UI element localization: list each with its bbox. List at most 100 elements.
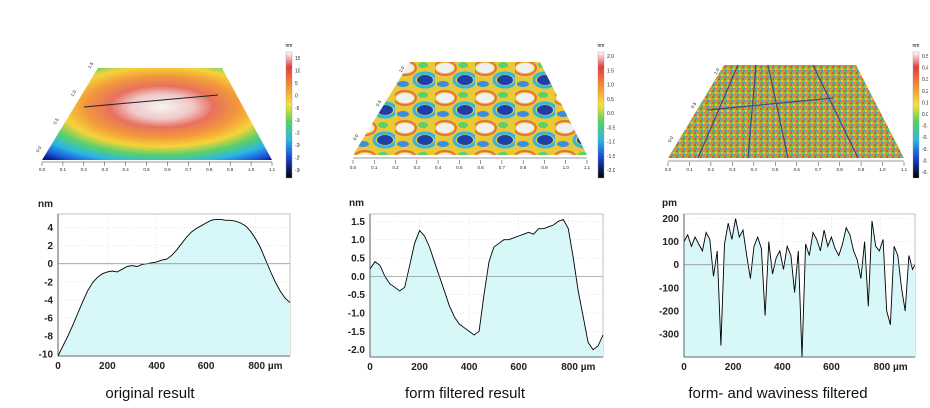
surface-side-tick-label: 0.0 bbox=[35, 145, 43, 153]
surface-front-tick-label: 0.0 bbox=[39, 167, 46, 172]
caption-original: original result bbox=[105, 385, 195, 402]
x-tick-label: 0 bbox=[55, 361, 61, 372]
surface-front-tick-label: 0.5 bbox=[456, 165, 463, 170]
surface-side-tick-label: 1.0 bbox=[70, 89, 78, 97]
colorbar-tick-label: -1.0 bbox=[607, 140, 615, 146]
surface-plane bbox=[353, 62, 587, 155]
colorbar-tick-label: -0.3 bbox=[922, 147, 928, 153]
x-tick-label: 200 bbox=[725, 362, 742, 373]
x-tick-label: 200 bbox=[411, 362, 428, 373]
profile-line bbox=[83, 94, 219, 108]
x-tick-label: 400 bbox=[461, 362, 478, 373]
surface-front-tick-label: 0.8 bbox=[837, 167, 844, 172]
series-line bbox=[369, 218, 604, 351]
series-area bbox=[58, 219, 290, 356]
surface-front-tick-label: 1.0 bbox=[248, 167, 255, 172]
y-tick-label: 200 bbox=[662, 214, 679, 225]
surface-side-tick-label: 0.5 bbox=[690, 101, 698, 109]
surface-front-tick-label: 0.6 bbox=[794, 167, 801, 172]
x-tick-label: 0 bbox=[681, 362, 687, 373]
surface-side-tick-label: 1.0 bbox=[713, 67, 721, 75]
colorbar-tick-label: 0.0 bbox=[607, 111, 614, 117]
surface-front-tick-label: 0.3 bbox=[414, 165, 421, 170]
surface-side-tick-label: 1.0 bbox=[398, 65, 406, 73]
surface-front-tick-label: 0.9 bbox=[858, 167, 865, 172]
colorbar-tick-label: -2.0 bbox=[607, 168, 615, 174]
colorbar bbox=[597, 51, 605, 179]
panel-waviness-filtered: 0.0 0.1 0.2 0.3 0.4 0.5 0.6 0.7 0.8 0.9 1.0 1.1 0.0… bbox=[628, 0, 928, 408]
y-tick-label: 0.0 bbox=[351, 272, 365, 283]
surface-3d-form-filtered: 0.0 0.1 0.2 0.3 0.4 0.5 0.6 0.7 0.8 0.9 1.0 1.1 0.0… bbox=[350, 43, 615, 179]
x-tick-label: 800 µm bbox=[874, 362, 908, 373]
surface-front-tick-label: 0.1 bbox=[60, 167, 67, 172]
y-tick-label: -0.5 bbox=[348, 290, 366, 301]
series-line bbox=[57, 218, 291, 357]
y-unit-label: nm bbox=[38, 199, 53, 210]
x-tick-label: 800 µm bbox=[248, 361, 282, 372]
colorbar-tick-label: -25 bbox=[295, 156, 300, 162]
colorbar-tick-label: 15 bbox=[295, 56, 300, 62]
surface-front-tick-label: 0.9 bbox=[541, 165, 548, 170]
surface-front-tick-label: 0.2 bbox=[81, 167, 88, 172]
y-tick-label: -1.5 bbox=[348, 327, 366, 338]
colorbar-tick-label: -0.5 bbox=[607, 125, 615, 131]
surface-side-tick-label: 1.5 bbox=[87, 61, 95, 69]
surface-front-tick-label: 1.1 bbox=[584, 165, 591, 170]
colorbar-unit: nm bbox=[913, 43, 920, 49]
colorbar-tick-label: -5 bbox=[295, 106, 300, 112]
surface-front-tick-label: 0.7 bbox=[185, 167, 192, 172]
caption-form-filtered: form filtered result bbox=[404, 385, 526, 402]
y-unit-label: nm bbox=[349, 198, 364, 209]
surface-front-tick-label: 1.0 bbox=[879, 167, 886, 172]
surface-front-tick-label: 0.9 bbox=[227, 167, 234, 172]
colorbar-tick-label: -0.1 bbox=[922, 124, 928, 130]
y-tick-label: -2.0 bbox=[348, 345, 366, 356]
y-tick-label: 0.5 bbox=[351, 254, 365, 265]
y-tick-label: -200 bbox=[659, 306, 679, 317]
y-tick-label: 1.5 bbox=[351, 217, 365, 228]
surface-front-tick-label: 1.1 bbox=[901, 167, 908, 172]
colorbar-tick-label: 1.5 bbox=[607, 68, 614, 74]
surface-front-tick-label: 0.6 bbox=[478, 165, 485, 170]
colorbar-tick-label: 0.0 bbox=[922, 112, 928, 118]
y-tick-label: -4 bbox=[44, 295, 53, 306]
colorbar-tick-label: 1.0 bbox=[607, 83, 614, 89]
colorbar-tick-label: -20 bbox=[295, 143, 300, 149]
surface-side-tick-label: 0.5 bbox=[52, 117, 60, 125]
colorbar-tick-label: 0.4 bbox=[922, 66, 928, 72]
y-unit-label: pm bbox=[662, 198, 677, 209]
colorbar-tick-label: 0 bbox=[295, 93, 298, 99]
surface-front-tick-label: 1.0 bbox=[563, 165, 570, 170]
surface-plane bbox=[42, 68, 272, 160]
profile-chart-waviness-filtered: 200 100 0 -100 -200 -300 0 200 400 600 800 µm pm bbox=[659, 198, 916, 373]
y-tick-label: 0 bbox=[47, 259, 53, 270]
colorbar-tick-label: 0.5 bbox=[922, 54, 928, 60]
colorbar-tick-label: -1.5 bbox=[607, 154, 615, 160]
colorbar bbox=[285, 51, 293, 179]
y-tick-label: -10 bbox=[39, 350, 54, 361]
y-tick-label: -1.0 bbox=[348, 309, 366, 320]
colorbar-tick-label: -15 bbox=[295, 131, 300, 137]
y-tick-label: -8 bbox=[44, 332, 53, 343]
colorbar-tick-label: 0.2 bbox=[922, 89, 928, 95]
surface-front-tick-label: 0.4 bbox=[123, 167, 130, 172]
x-tick-label: 400 bbox=[774, 362, 791, 373]
surface-3d-original: 0.0 0.1 0.2 0.3 0.4 0.5 0.6 0.7 0.8 0.9 1.0 1.1 0.0… bbox=[35, 43, 300, 179]
x-tick-label: 400 bbox=[148, 361, 165, 372]
surface-front-tick-label: 0.4 bbox=[435, 165, 442, 170]
x-tick-label: 600 bbox=[510, 362, 527, 373]
colorbar bbox=[912, 51, 920, 179]
y-tick-label: 1.0 bbox=[351, 235, 365, 246]
colorbar-tick-label: -30 bbox=[295, 168, 300, 174]
surface-front-tick-label: 0.4 bbox=[751, 167, 758, 172]
y-tick-label: -2 bbox=[44, 277, 53, 288]
colorbar-tick-label: 0.3 bbox=[922, 77, 928, 83]
colorbar-tick-label: -0.4 bbox=[922, 158, 928, 164]
surface-front-tick-label: 0.2 bbox=[392, 165, 399, 170]
surface-front-tick-label: 0.3 bbox=[729, 167, 736, 172]
surface-3d-waviness-filtered: 0.0 0.1 0.2 0.3 0.4 0.5 0.6 0.7 0.8 0.9 1.0 1.1 0.0… bbox=[665, 43, 928, 179]
surface-front-tick-label: 0.0 bbox=[665, 167, 672, 172]
surface-front-tick-label: 0.2 bbox=[708, 167, 715, 172]
surface-front-tick-label: 0.3 bbox=[102, 167, 109, 172]
